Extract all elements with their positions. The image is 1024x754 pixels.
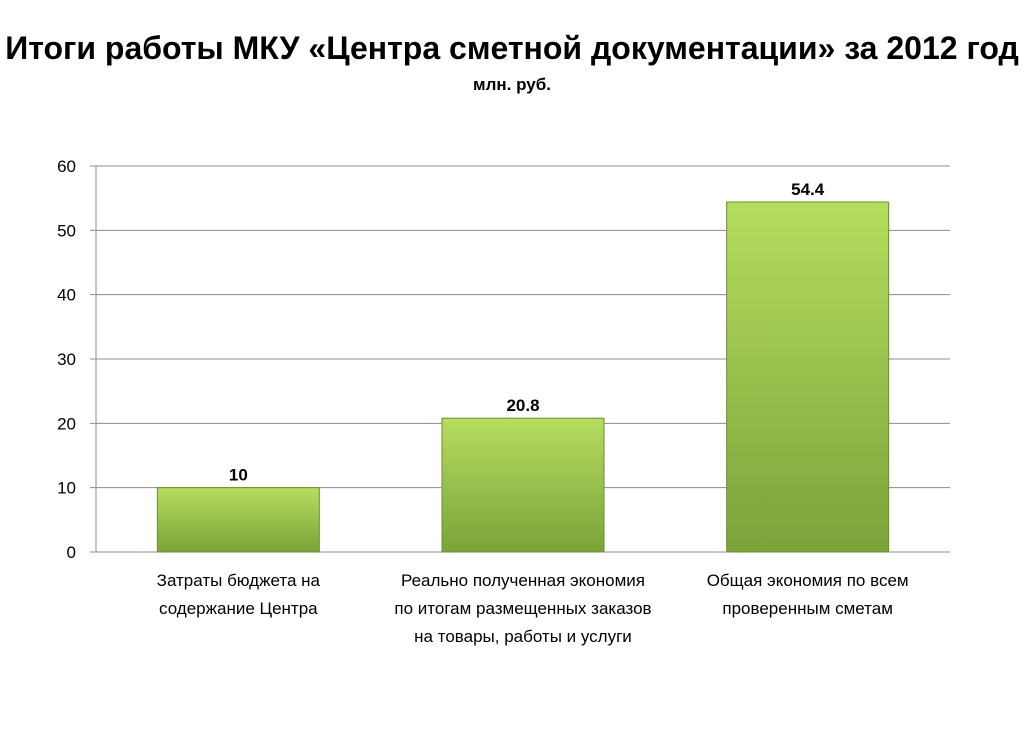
data-label: 54.4 [791, 180, 825, 199]
y-tick-label: 30 [57, 350, 76, 369]
y-tick-label: 10 [57, 479, 76, 498]
y-tick-label: 0 [67, 543, 76, 562]
bar [441, 417, 605, 553]
y-tick-label: 50 [57, 221, 76, 240]
chart-title-block: Итоги работы МКУ «Центра сметной докумен… [0, 28, 1024, 95]
data-label: 10 [229, 466, 248, 485]
y-tick-label: 60 [57, 157, 76, 176]
chart-title: Итоги работы МКУ «Центра сметной докумен… [5, 30, 1019, 66]
y-tick-label: 40 [57, 286, 76, 305]
chart-subtitle: млн. руб. [473, 75, 551, 94]
y-tick-label: 20 [57, 414, 76, 433]
bar [156, 487, 320, 553]
x-category-label: Затраты бюджета на содержание Центра [156, 571, 320, 618]
x-category-label: Общая экономия по всем проверенным смета… [706, 571, 909, 618]
x-category-label: Реально полученная экономия по итогам ра… [394, 571, 652, 646]
bar [726, 201, 890, 553]
data-label: 20.8 [506, 396, 539, 415]
